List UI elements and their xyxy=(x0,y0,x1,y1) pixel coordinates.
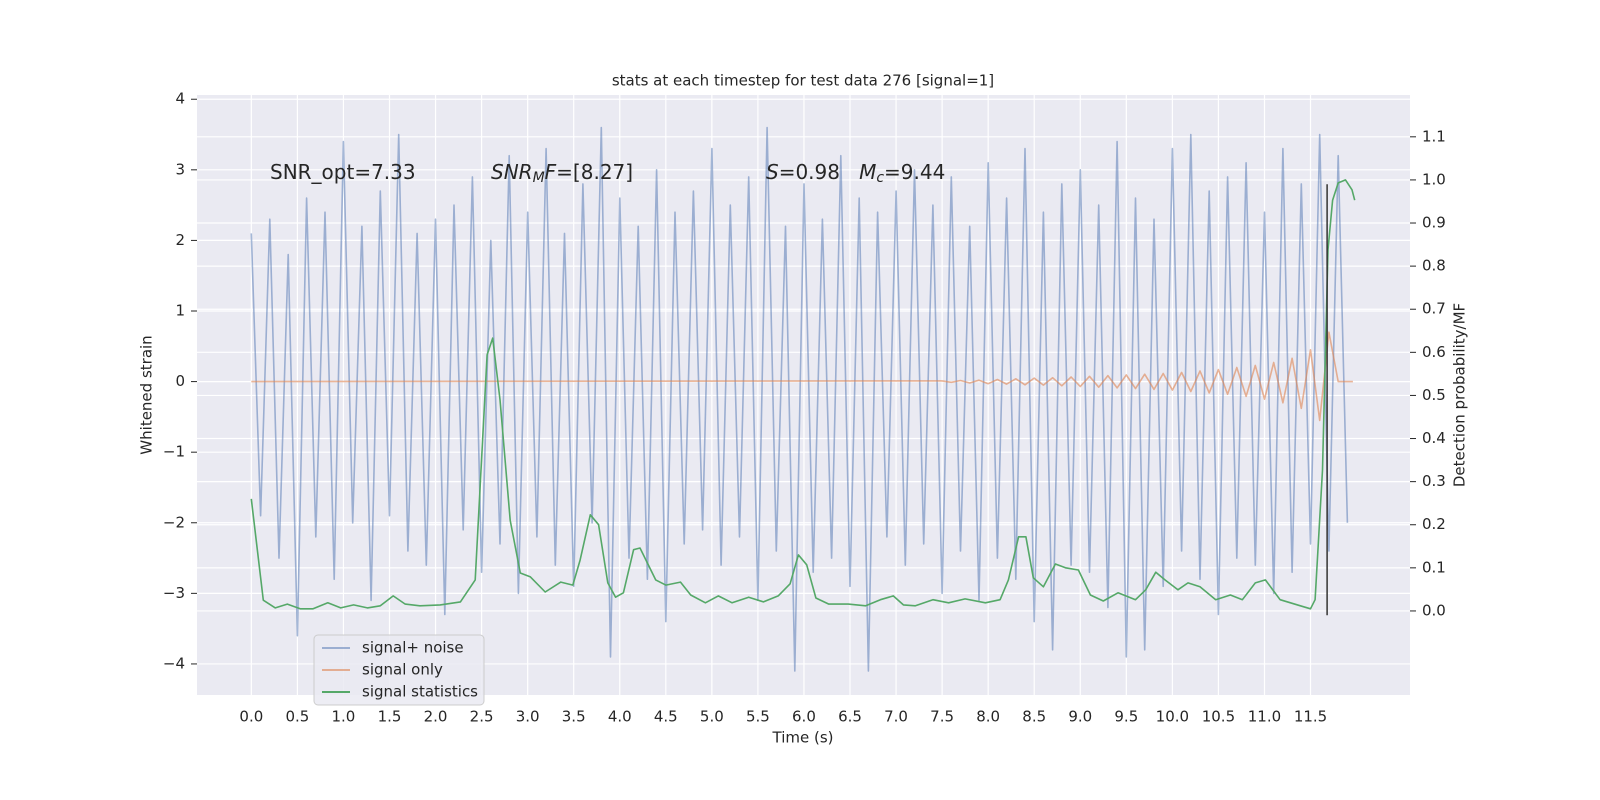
annotation-part: c xyxy=(876,170,884,186)
y2-tick-label: 0.0 xyxy=(1422,601,1446,619)
x-tick-label: 9.5 xyxy=(1114,708,1138,726)
annotation-part: SNR_opt=7.33 xyxy=(270,160,416,184)
y2-tick-label: 1.1 xyxy=(1422,127,1446,145)
chart-title: stats at each timestep for test data 276… xyxy=(612,72,994,90)
y-tick-label: 3 xyxy=(175,160,185,178)
legend-label: signal only xyxy=(362,661,443,679)
x-tick-label: 0.0 xyxy=(239,708,263,726)
legend-label: signal+ noise xyxy=(362,639,464,657)
y2-tick-label: 0.5 xyxy=(1422,386,1446,404)
annotation-part: SNR xyxy=(491,160,533,184)
x-tick-label: 7.5 xyxy=(930,708,954,726)
y-tick-label: 4 xyxy=(175,90,185,108)
x-tick-label: 8.0 xyxy=(976,708,1000,726)
y2-tick-label: 1.0 xyxy=(1422,170,1446,188)
series-line xyxy=(251,331,1353,422)
x-tick-label: 7.0 xyxy=(884,708,908,726)
annotation-part: =0.98 xyxy=(779,160,859,184)
y2-tick-label: 0.4 xyxy=(1422,429,1446,447)
series-line xyxy=(250,179,1356,610)
y2-tick-label: 0.9 xyxy=(1422,214,1446,232)
x-tick-label: 10.0 xyxy=(1156,708,1189,726)
annotation: SNRMF=[8.27] xyxy=(491,160,633,187)
y2-axis-label: Detection probability/MF xyxy=(1451,303,1469,487)
annotation: S=0.98 Mc=9.44 xyxy=(766,160,945,187)
labels: 0.0 0.5 1.0 1.5 2.0 2.5 3.0 3.5 4.0 4.5 5.0 5.5 6.0 6… xyxy=(163,90,1446,726)
x-tick-label: 6.0 xyxy=(792,708,816,726)
annotation-part: M xyxy=(533,170,545,186)
y2-tick-label: 0.8 xyxy=(1422,257,1446,275)
annotation-part: S xyxy=(766,160,779,184)
series-line xyxy=(250,126,1349,672)
x-tick-label: 11.0 xyxy=(1248,708,1281,726)
y2-tick-label: 0.3 xyxy=(1422,472,1446,490)
y-tick-label: −1 xyxy=(163,443,185,461)
y-tick-label: −4 xyxy=(163,654,185,672)
x-axis-label: Time (s) xyxy=(772,729,834,747)
x-tick-label: 0.5 xyxy=(285,708,309,726)
x-tick-label: 2.0 xyxy=(424,708,448,726)
x-tick-label: 5.0 xyxy=(700,708,724,726)
y2-tick-label: 0.2 xyxy=(1422,515,1446,533)
y-tick-label: −3 xyxy=(163,584,185,602)
y-tick-label: 1 xyxy=(175,302,185,320)
x-tick-label: 5.5 xyxy=(746,708,770,726)
annotation-part: =[8.27] xyxy=(556,160,633,184)
y-tick-label: 0 xyxy=(175,372,185,390)
x-tick-label: 4.0 xyxy=(608,708,632,726)
legend-box xyxy=(313,634,485,706)
y-axis-label: Whitened strain xyxy=(138,335,156,454)
x-tick-label: 4.5 xyxy=(654,708,678,726)
x-tick-label: 1.0 xyxy=(332,708,356,726)
y2-tick-label: 0.6 xyxy=(1422,343,1446,361)
x-tick-label: 9.0 xyxy=(1068,708,1092,726)
annotation: SNR_opt=7.33 xyxy=(270,160,416,184)
x-tick-label: 8.5 xyxy=(1022,708,1046,726)
x-tick-label: 3.0 xyxy=(516,708,540,726)
y2-tick-label: 0.1 xyxy=(1422,558,1446,576)
y2-tick-label: 0.7 xyxy=(1422,300,1446,318)
x-tick-label: 10.5 xyxy=(1202,708,1235,726)
legend-label: signal statistics xyxy=(362,683,478,701)
x-tick-label: 2.5 xyxy=(470,708,494,726)
x-tick-label: 3.5 xyxy=(562,708,586,726)
x-tick-label: 6.5 xyxy=(838,708,862,726)
annotation-part: F xyxy=(545,160,557,184)
y-tick-label: −2 xyxy=(163,513,185,531)
marks xyxy=(250,126,1356,672)
x-tick-label: 11.5 xyxy=(1294,708,1327,726)
y-tick-label: 2 xyxy=(175,231,185,249)
annotation-part: M xyxy=(859,160,876,184)
annotation-part: =9.44 xyxy=(884,160,945,184)
x-tick-label: 1.5 xyxy=(378,708,402,726)
